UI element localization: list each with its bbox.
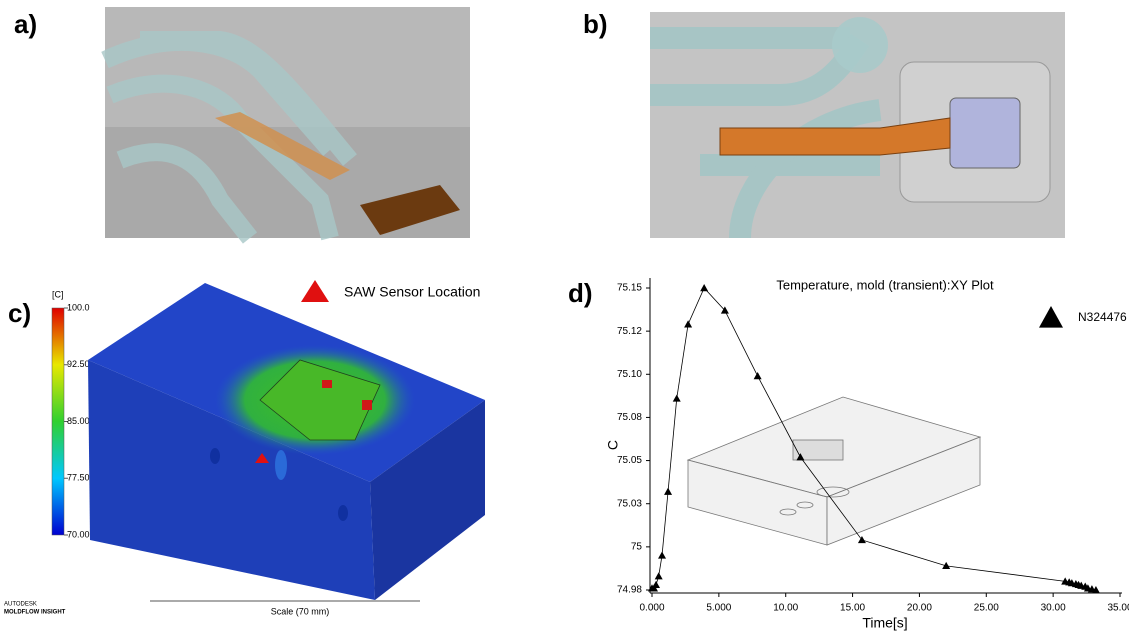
panel-label: b) — [583, 9, 608, 39]
y-axis-title: C — [605, 440, 621, 450]
panel-c: c) [C] 100.0 92.50 85.00 77.50 70.00 SAW Sen… — [4, 280, 485, 616]
inset-mold — [688, 397, 980, 545]
x-tick-label: 15.00 — [840, 603, 865, 614]
x-tick-label: 25.00 — [974, 603, 999, 614]
x-tick-label: 10.00 — [773, 603, 798, 614]
y-tick-label: 75.08 — [617, 412, 642, 423]
brand: AUTODESK — [4, 602, 37, 608]
panel-a: a) — [14, 7, 470, 238]
legend-label: N324476 — [1078, 310, 1127, 324]
y-tick-label: 75.15 — [617, 283, 642, 294]
hot-spot — [322, 380, 332, 388]
colorbar — [52, 308, 64, 535]
channel-hole — [210, 448, 220, 464]
y-tick-label: 74.98 — [617, 585, 642, 596]
x-tick-label: 0.000 — [639, 603, 664, 614]
data-marker — [652, 581, 660, 588]
x-tick-label: 35.00 — [1107, 603, 1129, 614]
colorbar-unit: [C] — [52, 289, 64, 299]
data-marker — [858, 536, 866, 543]
product: MOLDFLOW INSIGHT — [4, 610, 66, 616]
channel-hole — [338, 505, 348, 521]
legend-marker — [301, 280, 329, 302]
y-tick-label: 75.03 — [617, 498, 642, 509]
panel-label: d) — [568, 278, 593, 308]
colorbar-tick-label: 77.50 — [67, 473, 90, 483]
panel-label: a) — [14, 9, 37, 39]
hot-spot — [362, 400, 372, 410]
colorbar-tick-label: 85.00 — [67, 416, 90, 426]
panel-label: c) — [8, 298, 31, 328]
data-marker — [655, 572, 663, 579]
data-marker — [664, 488, 672, 495]
panel-b: b) — [583, 9, 1065, 238]
x-axis-title: Time[s] — [862, 615, 907, 631]
panel-d: d) Temperature, mold (transient):XY Plot… — [568, 277, 1129, 630]
legend-marker — [1039, 306, 1063, 328]
channel-hole — [275, 450, 287, 480]
y-tick-label: 75.12 — [617, 326, 642, 337]
data-marker — [658, 551, 666, 558]
scale-label: Scale (70 mm) — [271, 606, 330, 616]
colorbar-tick-label: 92.50 — [67, 359, 90, 369]
colorbar-tick-label: 70.00 — [67, 529, 90, 539]
y-tick-label: 75.05 — [617, 455, 642, 466]
y-tick-label: 75.10 — [617, 369, 642, 380]
data-marker — [684, 320, 692, 327]
y-tick-label: 75 — [631, 541, 643, 552]
data-marker — [754, 372, 762, 379]
chart-title: Temperature, mold (transient):XY Plot — [776, 277, 994, 292]
x-tick-label: 5.000 — [706, 603, 731, 614]
x-tick-label: 20.00 — [907, 603, 932, 614]
figure: a) b) c) [C] 100.0 92.50 85.00 77.50 70.00 — [0, 0, 1129, 636]
data-marker — [942, 562, 950, 569]
x-tick-label: 30.00 — [1041, 603, 1066, 614]
colorbar-tick-label: 100.0 — [67, 302, 90, 312]
legend-label: SAW Sensor Location — [344, 284, 480, 300]
data-marker — [673, 394, 681, 401]
sensor-pad — [950, 98, 1020, 168]
data-marker — [700, 284, 708, 291]
pipe-end — [832, 17, 888, 73]
